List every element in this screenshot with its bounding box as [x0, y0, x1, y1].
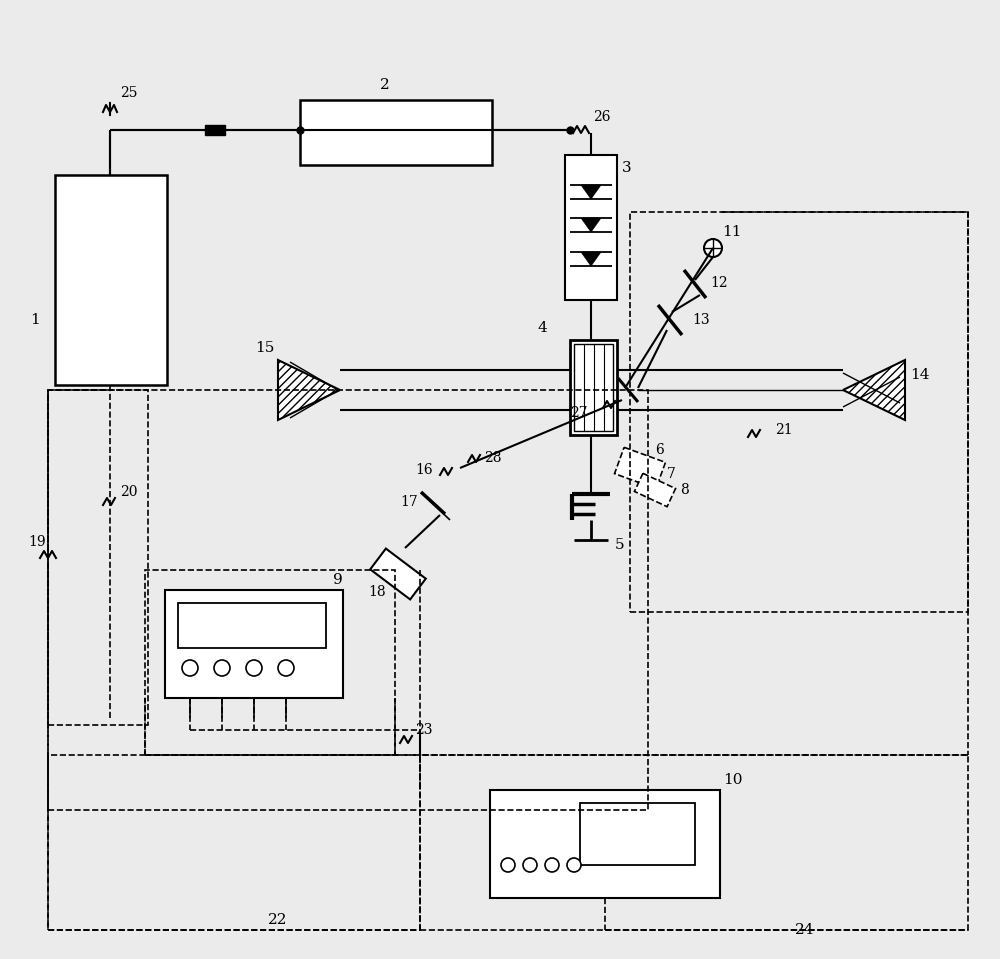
Text: 22: 22 — [268, 913, 288, 927]
Polygon shape — [615, 447, 665, 489]
Bar — [570, 340, 617, 435]
Text: 21: 21 — [775, 423, 793, 437]
Text: 3: 3 — [622, 161, 632, 175]
Circle shape — [246, 660, 262, 676]
Text: 4: 4 — [538, 321, 548, 335]
Text: 10: 10 — [723, 773, 742, 787]
Text: 18: 18 — [368, 585, 386, 599]
Circle shape — [501, 858, 515, 872]
Text: 26: 26 — [593, 110, 610, 124]
Bar — [165, 590, 343, 698]
Bar — [55, 175, 167, 385]
Bar — [178, 603, 326, 648]
Polygon shape — [634, 474, 676, 506]
Bar — [48, 390, 648, 810]
Polygon shape — [370, 549, 426, 599]
Text: 16: 16 — [415, 463, 433, 477]
Circle shape — [278, 660, 294, 676]
Text: 1: 1 — [30, 313, 40, 327]
Bar — [300, 100, 492, 165]
Circle shape — [182, 660, 198, 676]
Text: 9: 9 — [333, 573, 343, 587]
Polygon shape — [581, 185, 601, 199]
Text: 20: 20 — [120, 485, 138, 499]
Bar — [48, 755, 420, 930]
Bar — [490, 790, 720, 898]
Text: 5: 5 — [615, 538, 625, 552]
Text: 14: 14 — [910, 368, 930, 382]
Polygon shape — [843, 360, 905, 420]
Bar — [565, 155, 617, 300]
Bar — [205, 125, 225, 135]
Text: 27: 27 — [570, 406, 588, 420]
Text: 28: 28 — [484, 451, 502, 465]
Bar — [420, 755, 968, 930]
Bar — [145, 570, 395, 755]
Circle shape — [523, 858, 537, 872]
Bar — [630, 212, 968, 612]
Text: 23: 23 — [415, 723, 432, 737]
Text: 15: 15 — [255, 341, 274, 355]
Text: 17: 17 — [400, 495, 418, 509]
Text: 19: 19 — [28, 535, 46, 549]
Text: 7: 7 — [667, 467, 676, 481]
Bar — [574, 344, 613, 431]
Polygon shape — [278, 360, 340, 420]
Text: 8: 8 — [680, 483, 689, 497]
Bar — [48, 390, 148, 725]
Text: 25: 25 — [120, 86, 138, 100]
Text: 13: 13 — [692, 313, 710, 327]
Bar — [580, 803, 695, 865]
Text: 11: 11 — [722, 225, 742, 239]
Text: 12: 12 — [710, 276, 728, 290]
Polygon shape — [581, 218, 601, 232]
Circle shape — [704, 239, 722, 257]
Circle shape — [214, 660, 230, 676]
Text: 2: 2 — [380, 78, 390, 92]
Circle shape — [567, 858, 581, 872]
Circle shape — [545, 858, 559, 872]
Text: 6: 6 — [655, 443, 664, 457]
Polygon shape — [581, 252, 601, 266]
Text: 24: 24 — [795, 923, 814, 937]
